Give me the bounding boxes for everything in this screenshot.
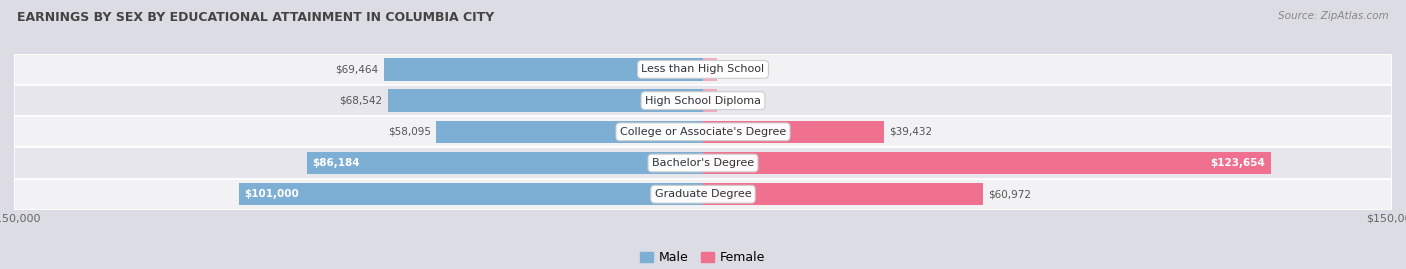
Text: Graduate Degree: Graduate Degree: [655, 189, 751, 199]
Text: Bachelor's Degree: Bachelor's Degree: [652, 158, 754, 168]
Text: College or Associate's Degree: College or Associate's Degree: [620, 127, 786, 137]
Bar: [384, 58, 703, 81]
Text: $123,654: $123,654: [1211, 158, 1265, 168]
Bar: [14, 85, 1392, 116]
Bar: [703, 152, 1271, 174]
Bar: [14, 179, 1392, 210]
Bar: [703, 183, 983, 206]
Text: $0: $0: [717, 95, 730, 106]
Text: $101,000: $101,000: [245, 189, 299, 199]
Bar: [703, 58, 717, 81]
Text: EARNINGS BY SEX BY EDUCATIONAL ATTAINMENT IN COLUMBIA CITY: EARNINGS BY SEX BY EDUCATIONAL ATTAINMEN…: [17, 11, 494, 24]
Text: Source: ZipAtlas.com: Source: ZipAtlas.com: [1278, 11, 1389, 21]
Bar: [14, 54, 1392, 85]
Text: $69,464: $69,464: [335, 64, 378, 75]
Text: $0: $0: [717, 64, 730, 75]
Bar: [239, 183, 703, 206]
Text: $60,972: $60,972: [988, 189, 1032, 199]
Text: $58,095: $58,095: [388, 127, 430, 137]
Legend: Male, Female: Male, Female: [636, 246, 770, 269]
Text: $39,432: $39,432: [890, 127, 932, 137]
Bar: [388, 89, 703, 112]
Text: Less than High School: Less than High School: [641, 64, 765, 75]
Text: $86,184: $86,184: [312, 158, 360, 168]
Bar: [14, 147, 1392, 179]
Text: High School Diploma: High School Diploma: [645, 95, 761, 106]
Bar: [703, 121, 884, 143]
Bar: [14, 116, 1392, 147]
Bar: [436, 121, 703, 143]
Bar: [307, 152, 703, 174]
Text: $68,542: $68,542: [340, 95, 382, 106]
Bar: [703, 89, 717, 112]
